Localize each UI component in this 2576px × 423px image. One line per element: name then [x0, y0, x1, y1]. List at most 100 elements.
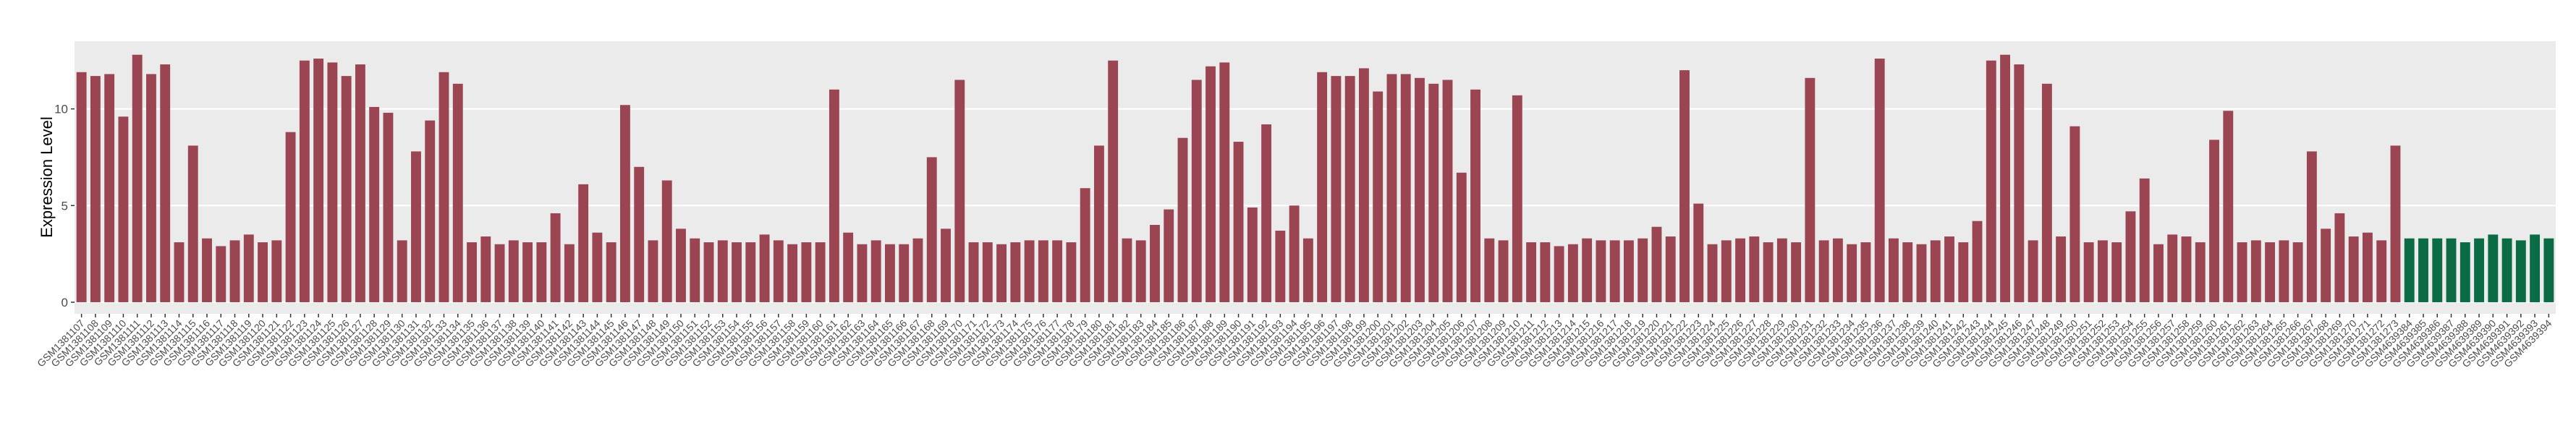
bar	[2530, 234, 2541, 302]
y-tick-label: 0	[62, 296, 68, 309]
bar	[2474, 238, 2484, 302]
bar	[2181, 236, 2192, 302]
bar	[2488, 234, 2499, 302]
bar	[941, 228, 951, 302]
bar	[1624, 240, 1634, 302]
bar	[132, 54, 143, 302]
bar	[968, 242, 979, 302]
bar	[425, 120, 436, 302]
bar	[732, 242, 742, 302]
bar	[452, 83, 463, 302]
bar	[1010, 242, 1021, 302]
bar	[216, 246, 226, 302]
bar	[1693, 203, 1704, 302]
bar	[1135, 240, 1146, 302]
bar	[1317, 72, 1328, 302]
bar	[926, 157, 937, 302]
bar	[1122, 238, 1132, 302]
bar	[2390, 145, 2401, 302]
bar	[76, 72, 87, 302]
bar	[1150, 225, 1160, 302]
bar	[912, 238, 923, 302]
bar	[1164, 209, 1174, 302]
bar	[2097, 240, 2108, 302]
bar	[1093, 145, 1104, 302]
bar	[438, 72, 449, 302]
bar	[1554, 246, 1564, 302]
bar	[258, 242, 268, 302]
bar	[1791, 242, 1802, 302]
bar	[2306, 151, 2317, 302]
bar	[480, 236, 491, 302]
bar	[160, 64, 171, 302]
bar	[2000, 54, 2011, 302]
bar	[1930, 240, 1941, 302]
bar	[2111, 242, 2122, 302]
bar	[1038, 240, 1048, 302]
y-axis-label: Expression Level	[38, 116, 56, 238]
bar	[104, 74, 115, 302]
bar	[1540, 242, 1551, 302]
bar	[1889, 238, 1899, 302]
bar	[1344, 76, 1355, 302]
y-tick-label: 5	[62, 199, 68, 213]
bar	[1721, 240, 1732, 302]
bar	[690, 238, 700, 302]
bar	[885, 244, 895, 302]
bar	[1735, 238, 1745, 302]
bar	[118, 116, 129, 302]
bar	[229, 240, 240, 302]
bar	[1470, 89, 1480, 302]
bar	[1219, 62, 1230, 302]
bar	[564, 244, 575, 302]
bar	[1749, 236, 1760, 302]
bar	[383, 112, 394, 302]
bar	[1373, 91, 1384, 302]
bar	[1206, 66, 1216, 302]
bar	[829, 89, 839, 302]
bar	[2237, 242, 2247, 302]
bar	[1776, 238, 1787, 302]
bar	[606, 242, 617, 302]
bar	[2250, 240, 2261, 302]
bar	[1972, 221, 1983, 302]
bar	[759, 234, 770, 302]
bar	[243, 234, 254, 302]
bar	[1108, 60, 1119, 302]
bar	[2153, 244, 2164, 302]
bar	[1609, 240, 1620, 302]
bar	[2321, 228, 2331, 302]
bar	[2056, 236, 2067, 302]
bar	[1986, 60, 1996, 302]
bar	[202, 238, 212, 302]
bar	[2083, 242, 2094, 302]
bar	[843, 232, 854, 302]
bar	[355, 64, 365, 302]
bar	[1052, 240, 1063, 302]
bar	[397, 240, 407, 302]
bar	[494, 244, 505, 302]
bar	[187, 145, 198, 302]
bar	[2223, 111, 2234, 302]
bar	[1275, 231, 1286, 302]
bar	[2139, 178, 2150, 302]
bar	[954, 80, 965, 302]
bar	[2028, 240, 2038, 302]
bar	[411, 151, 421, 302]
bar	[578, 184, 589, 302]
bar	[1302, 238, 1313, 302]
bar	[2069, 126, 2080, 302]
bar	[2515, 240, 2526, 302]
bar	[2209, 140, 2219, 302]
bar	[271, 240, 282, 302]
bar	[648, 240, 658, 302]
bar	[2195, 242, 2206, 302]
bar	[2543, 238, 2554, 302]
bar	[870, 240, 881, 302]
bar	[2446, 238, 2457, 302]
bar	[1679, 70, 1690, 302]
bar	[1498, 240, 1509, 302]
bar	[467, 242, 477, 302]
bar	[2404, 238, 2415, 302]
